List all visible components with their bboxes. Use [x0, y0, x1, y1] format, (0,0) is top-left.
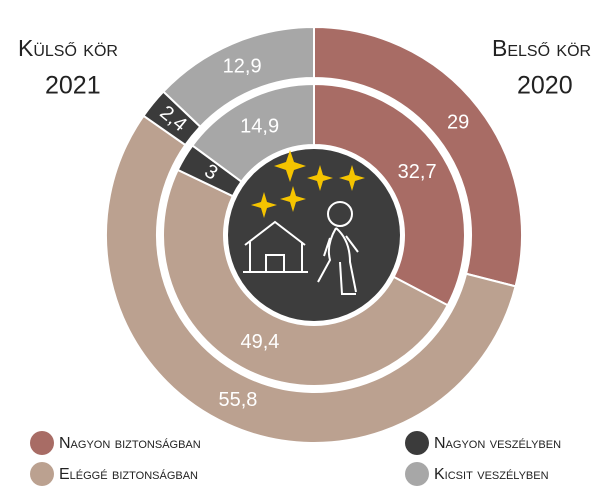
donut-segment — [191, 82, 315, 184]
data-label: 49,4 — [241, 331, 280, 353]
legend-swatch — [30, 431, 54, 455]
legend-swatch — [405, 462, 429, 486]
legend-swatch — [30, 462, 54, 486]
outer-ring-year: 2021 — [45, 72, 101, 100]
data-label: 55,8 — [218, 389, 257, 411]
data-label: 14,9 — [240, 116, 279, 138]
legend-label: Nagyon veszélyben — [434, 435, 561, 452]
legend-swatch — [405, 431, 429, 455]
center-icon — [228, 149, 400, 321]
data-label: 12,9 — [223, 56, 262, 78]
data-label: 32,7 — [398, 161, 437, 183]
legend: Nagyon biztonságban Eléggé biztonságban Na… — [30, 431, 561, 486]
legend-label: Eléggé biztonságban — [59, 466, 198, 483]
donut-segment — [162, 168, 450, 387]
donut-segment — [161, 25, 315, 129]
legend-label: Kicsit veszélyben — [434, 466, 549, 483]
donut-segment — [105, 114, 517, 444]
outer-ring-title: Külső kör — [18, 35, 118, 61]
inner-ring-title: Belső kör — [492, 35, 591, 61]
donut-segment — [313, 82, 466, 307]
data-label: 29 — [447, 111, 469, 133]
legend-label: Nagyon biztonságban — [59, 435, 201, 452]
inner-ring-year: 2020 — [517, 72, 573, 100]
